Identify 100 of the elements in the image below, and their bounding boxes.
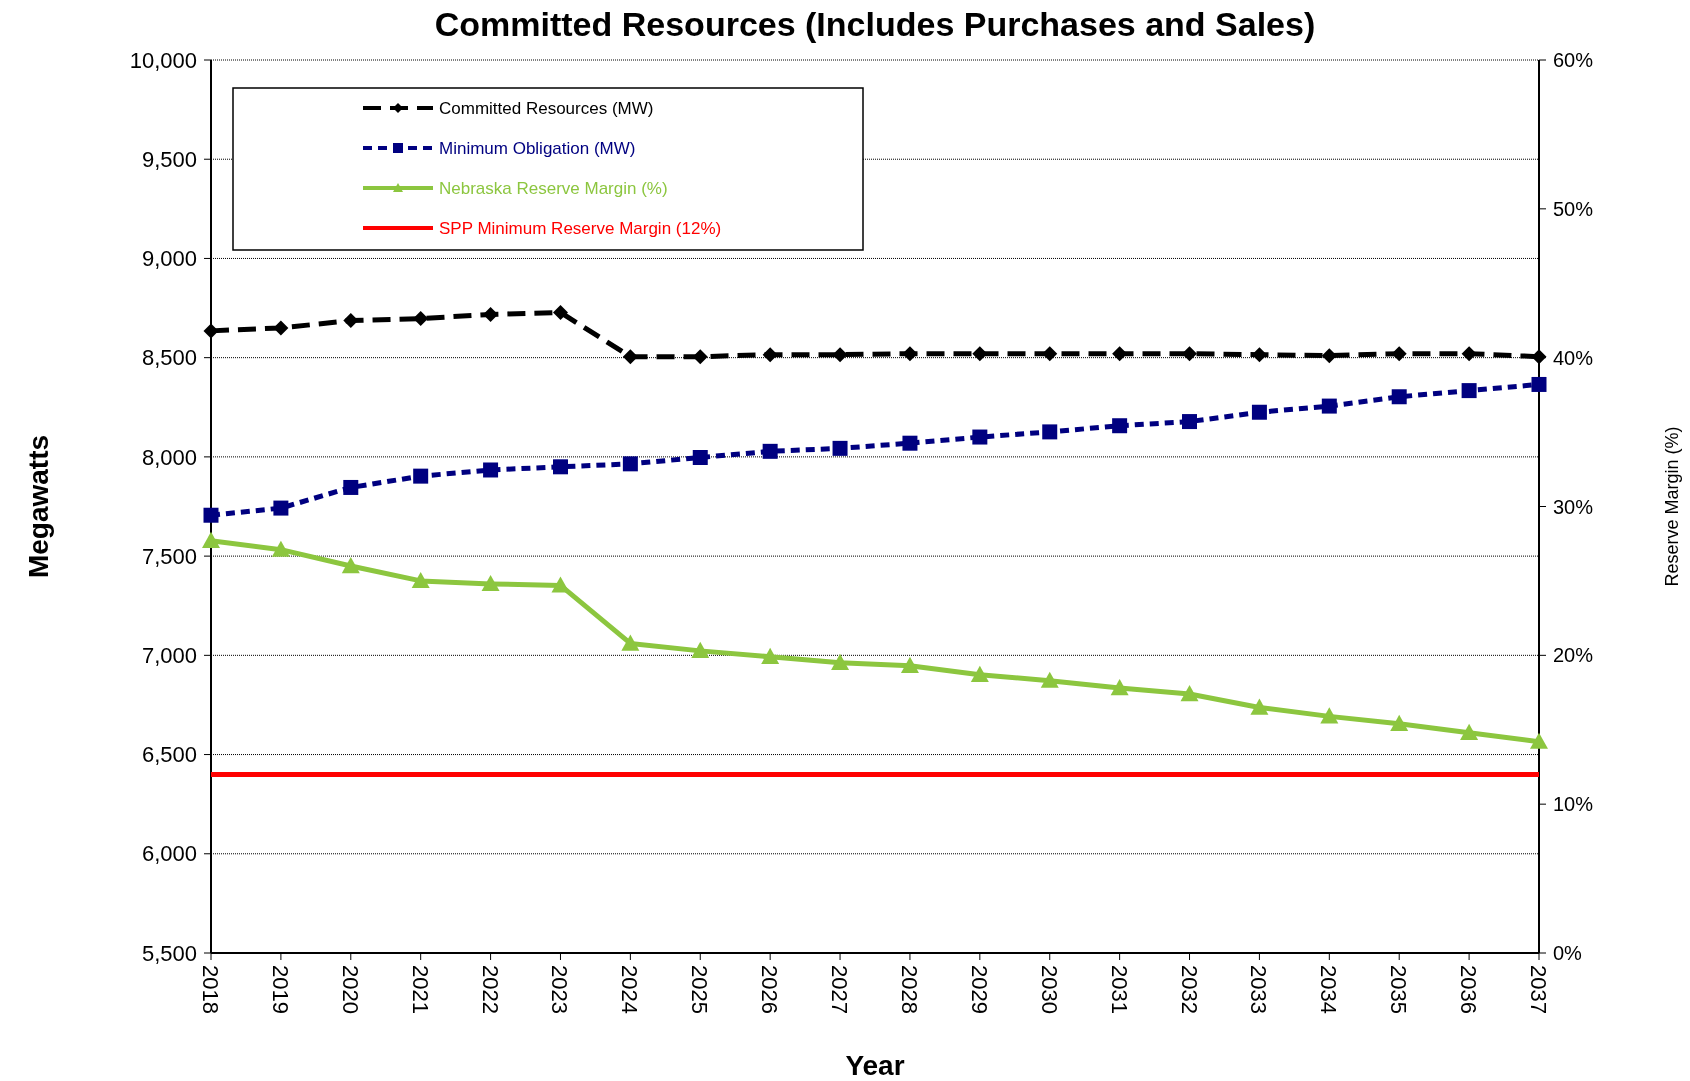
point <box>203 323 219 339</box>
point <box>1251 404 1267 420</box>
point <box>692 449 708 465</box>
point <box>1390 714 1409 731</box>
x-tick-label: 2032 <box>1176 965 1202 1014</box>
point <box>552 304 568 320</box>
legend-label: Minimum Obligation (MW) <box>439 138 636 158</box>
x-tick-label: 2021 <box>407 965 433 1014</box>
point <box>1112 418 1128 434</box>
point <box>691 641 710 659</box>
point <box>1040 671 1059 688</box>
y-tick-label: 6,000 <box>141 841 197 867</box>
x-tick-label: 2036 <box>1456 965 1482 1014</box>
y-tick-label: 10,000 <box>129 47 197 73</box>
point <box>972 429 988 445</box>
y-axis-title: Megawatts <box>23 434 54 579</box>
point <box>1321 348 1337 364</box>
point <box>622 349 638 365</box>
point <box>203 507 219 523</box>
x-tick-label: 2034 <box>1316 965 1342 1014</box>
point <box>273 320 289 336</box>
point <box>902 435 918 451</box>
point <box>341 557 360 574</box>
x-tick-label: 2018 <box>198 965 223 1014</box>
y-tick-label: 7,000 <box>141 643 197 669</box>
point <box>1391 389 1407 405</box>
point <box>552 459 568 475</box>
point <box>900 656 919 673</box>
point <box>413 311 429 327</box>
point <box>1321 398 1337 414</box>
point <box>762 347 778 363</box>
y2-axis-title: Reserve Margin (%) <box>1662 426 1682 587</box>
point <box>761 647 780 665</box>
y-tick-label: 7,500 <box>141 543 197 569</box>
point <box>1042 424 1058 440</box>
point <box>202 531 220 548</box>
x-tick-label: 2024 <box>617 965 643 1014</box>
point <box>271 540 290 557</box>
x-tick-label: 2035 <box>1386 965 1412 1014</box>
point <box>832 440 848 456</box>
point <box>972 346 988 362</box>
point <box>1250 698 1269 715</box>
x-tick-label: 2037 <box>1526 965 1551 1014</box>
point <box>343 313 359 329</box>
x-tick-label: 2023 <box>547 965 573 1014</box>
point <box>1110 679 1129 696</box>
x-tick-label: 2027 <box>827 965 853 1014</box>
y-tick-label: 8,500 <box>141 345 197 371</box>
point <box>1461 383 1477 399</box>
x-tick-label: 2028 <box>896 965 922 1014</box>
point <box>343 479 359 495</box>
y-tick-label: 5,500 <box>141 940 197 966</box>
x-tick-label: 2030 <box>1036 965 1062 1014</box>
point <box>1531 376 1547 392</box>
point <box>481 574 500 592</box>
y2-tick-label: 0% <box>1553 942 1583 964</box>
y-tick-label: 9,500 <box>141 146 197 172</box>
point <box>692 349 708 365</box>
x-axis-title: Year <box>845 1050 905 1081</box>
point <box>1460 723 1479 740</box>
point <box>1182 414 1198 430</box>
x-tick-label: 2022 <box>477 965 503 1014</box>
x-tick-label: 2019 <box>267 965 293 1014</box>
x-tick-label: 2029 <box>966 965 992 1014</box>
y2-tick-label: 30% <box>1553 495 1594 518</box>
chart-title: Committed Resources (Includes Purchases and Sales) <box>434 5 1316 43</box>
y-tick-label: 8,000 <box>141 444 197 470</box>
point <box>1042 346 1058 362</box>
point <box>762 443 778 459</box>
point <box>831 653 850 670</box>
point <box>1180 685 1199 702</box>
legend-label: Nebraska Reserve Margin (%) <box>439 178 668 198</box>
point <box>1391 346 1407 362</box>
point <box>902 346 918 362</box>
legend-label: SPP Minimum Reserve Margin (12%) <box>439 218 722 238</box>
y2-tick-label: 10% <box>1553 793 1594 816</box>
point <box>411 571 430 589</box>
y2-tick-label: 60% <box>1553 49 1594 71</box>
x-tick-label: 2026 <box>757 965 783 1014</box>
y-tick-label: 9,000 <box>141 246 197 272</box>
point <box>832 347 848 363</box>
x-tick-label: 2031 <box>1106 965 1132 1014</box>
y2-tick-label: 40% <box>1553 346 1594 369</box>
x-tick-label: 2020 <box>337 965 363 1014</box>
point <box>1530 732 1548 749</box>
point <box>1320 707 1339 724</box>
legend-label: Committed Resources (MW) <box>439 98 654 118</box>
point <box>970 665 989 682</box>
y2-tick-label: 20% <box>1553 644 1594 667</box>
y-tick-label: 6,500 <box>141 742 197 768</box>
point <box>483 306 499 322</box>
point <box>413 468 429 484</box>
x-tick-label: 2033 <box>1246 965 1272 1014</box>
point <box>621 634 640 651</box>
point <box>622 456 638 472</box>
point <box>1182 346 1198 362</box>
point <box>1461 346 1477 362</box>
point <box>483 462 499 478</box>
point <box>1531 349 1547 365</box>
y2-tick-label: 50% <box>1553 197 1594 220</box>
